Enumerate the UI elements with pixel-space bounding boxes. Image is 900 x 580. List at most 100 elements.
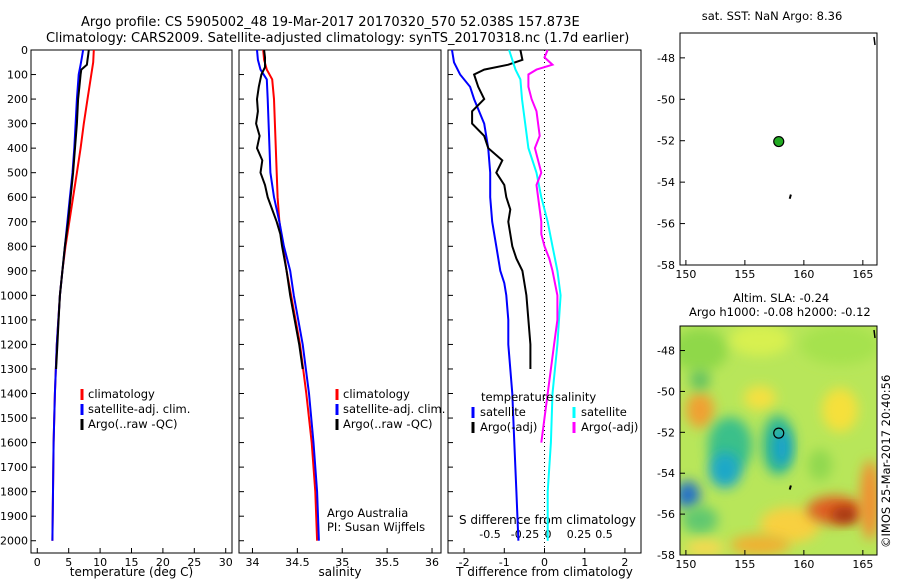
series-line-salinity-argo-adj- xyxy=(527,49,559,443)
x-tick-label: 36 xyxy=(425,556,439,569)
depth-tick-label: 600 xyxy=(7,191,28,204)
x-tick-label: 34.5 xyxy=(285,556,310,569)
map-y-tick-label: -52 xyxy=(657,426,675,439)
map-x-tick-label: 160 xyxy=(793,558,814,571)
x-tick-label: 35 xyxy=(335,556,349,569)
legend-label: climatology xyxy=(88,387,155,401)
sla-map-frame xyxy=(679,325,878,556)
heatmap-cell xyxy=(808,449,832,481)
depth-tick-label: 1000 xyxy=(0,289,28,302)
series-line-argo-raw-qc- xyxy=(255,49,304,370)
series-line-satellite-adj-clim- xyxy=(51,49,85,541)
depth-tick-label: 0 xyxy=(21,44,28,57)
map-x-tick-label: 165 xyxy=(852,268,873,281)
x-tick-label: 34 xyxy=(245,556,259,569)
map-y-tick-label: -50 xyxy=(657,385,675,398)
coast-fragment xyxy=(873,36,876,46)
map-x-tick-label: 165 xyxy=(852,558,873,571)
legend-label: Argo(-adj) xyxy=(480,420,537,434)
header-line-1: Argo profile: CS 5905002_48 19-Mar-2017 … xyxy=(81,15,580,30)
heatmap-cell xyxy=(774,430,790,466)
depth-tick-label: 400 xyxy=(7,142,28,155)
heatmap-cell xyxy=(760,507,820,543)
salinity-diff-tick-label: 0.5 xyxy=(595,528,613,541)
sst-map-frame xyxy=(679,32,878,266)
legend-label: satellite xyxy=(480,405,526,419)
heatmap-cell xyxy=(831,507,859,523)
map-y-tick-label: -56 xyxy=(657,218,675,231)
salinity-annotation: Argo Australia xyxy=(327,506,408,520)
map-x-tick-label: 155 xyxy=(734,558,755,571)
map-y-tick-label: -54 xyxy=(657,176,675,189)
map-y-tick-label: -58 xyxy=(657,549,675,562)
depth-tick-label: 1200 xyxy=(0,338,28,351)
salinity-diff-tick-label: -0.5 xyxy=(479,528,500,541)
depth-tick-label: 300 xyxy=(7,118,28,131)
legend-temperature-title: temperature xyxy=(481,390,553,404)
legend-label: Argo(-adj) xyxy=(581,420,638,434)
x-tick-label: 15 xyxy=(125,556,139,569)
heatmap-cell xyxy=(685,540,725,555)
salinity-panel-xlabel: salinity xyxy=(318,565,361,579)
legend-label: climatology xyxy=(343,387,410,401)
heatmap-cell xyxy=(744,386,776,410)
map-x-tick-label: 150 xyxy=(675,558,696,571)
heatmap-cell xyxy=(800,326,877,365)
series-line-climatology xyxy=(262,49,319,541)
series-line-temperature-argo-adj- xyxy=(471,49,532,369)
series-line-argo-raw-qc- xyxy=(55,49,90,370)
heatmap-cell xyxy=(709,452,741,488)
heatmap-cell xyxy=(682,506,718,534)
heatmap-cell xyxy=(730,535,790,555)
depth-tick-label: 500 xyxy=(7,167,28,180)
legend-salinity-title: salinity xyxy=(555,390,596,404)
legend-label: satellite xyxy=(581,405,627,419)
depth-tick-label: 1300 xyxy=(0,363,28,376)
series-line-temperature-satellite xyxy=(451,49,520,541)
depth-tick-label: 200 xyxy=(7,93,28,106)
x-tick-label: -2 xyxy=(459,556,470,569)
depth-tick-label: 1900 xyxy=(0,510,28,523)
legend-label: satellite-adj. clim. xyxy=(343,402,445,416)
depth-tick-label: 1700 xyxy=(0,461,28,474)
map-y-tick-label: -58 xyxy=(657,259,675,272)
legend-label: satellite-adj. clim. xyxy=(88,402,190,416)
heatmap-cell xyxy=(680,328,728,372)
sla-heatmap xyxy=(680,326,877,555)
salinity-panel-frame xyxy=(238,49,442,554)
sla-map-title: Altim. SLA: -0.24 xyxy=(733,291,829,305)
salinity-diff-tick-label: -0.25 xyxy=(511,528,539,541)
heatmap-cell xyxy=(686,392,714,428)
map-x-tick-label: 160 xyxy=(793,268,814,281)
depth-tick-label: 900 xyxy=(7,265,28,278)
x-tick-label: 5 xyxy=(65,556,72,569)
legend-label: Argo(..raw -QC) xyxy=(88,417,178,431)
argo-location-marker xyxy=(773,427,785,439)
map-y-tick-label: -48 xyxy=(657,52,675,65)
depth-tick-label: 800 xyxy=(7,240,28,253)
x-tick-label: 1 xyxy=(581,556,588,569)
argo-location-marker xyxy=(773,135,785,148)
series-line-salinity-satellite xyxy=(508,49,562,541)
depth-tick-label: 1800 xyxy=(0,486,28,499)
imos-side-label: ©IMOS 25-Mar-2017 20:40:56 xyxy=(879,375,893,548)
depth-tick-label: 1600 xyxy=(0,437,28,450)
x-tick-label: 35.5 xyxy=(375,556,400,569)
map-x-tick-label: 150 xyxy=(675,268,696,281)
heatmap-cell xyxy=(680,481,700,509)
depth-tick-label: 100 xyxy=(7,69,28,82)
depth-tick-label: 700 xyxy=(7,216,28,229)
sst-map-title: sat. SST: NaN Argo: 8.36 xyxy=(702,9,843,23)
salinity-diff-tick-label: 0.25 xyxy=(567,528,592,541)
difference-panel-frame xyxy=(447,49,642,554)
header-line-2: Climatology: CARS2009. Satellite-adjuste… xyxy=(46,31,629,46)
map-x-tick-label: 155 xyxy=(734,268,755,281)
x-tick-label: -1 xyxy=(499,556,510,569)
depth-tick-label: 1500 xyxy=(0,412,28,425)
heatmap-cell xyxy=(690,370,710,390)
heatmap-cell xyxy=(730,326,790,356)
map-y-tick-label: -50 xyxy=(657,93,675,106)
salinity-annotation: PI: Susan Wijffels xyxy=(327,520,425,534)
